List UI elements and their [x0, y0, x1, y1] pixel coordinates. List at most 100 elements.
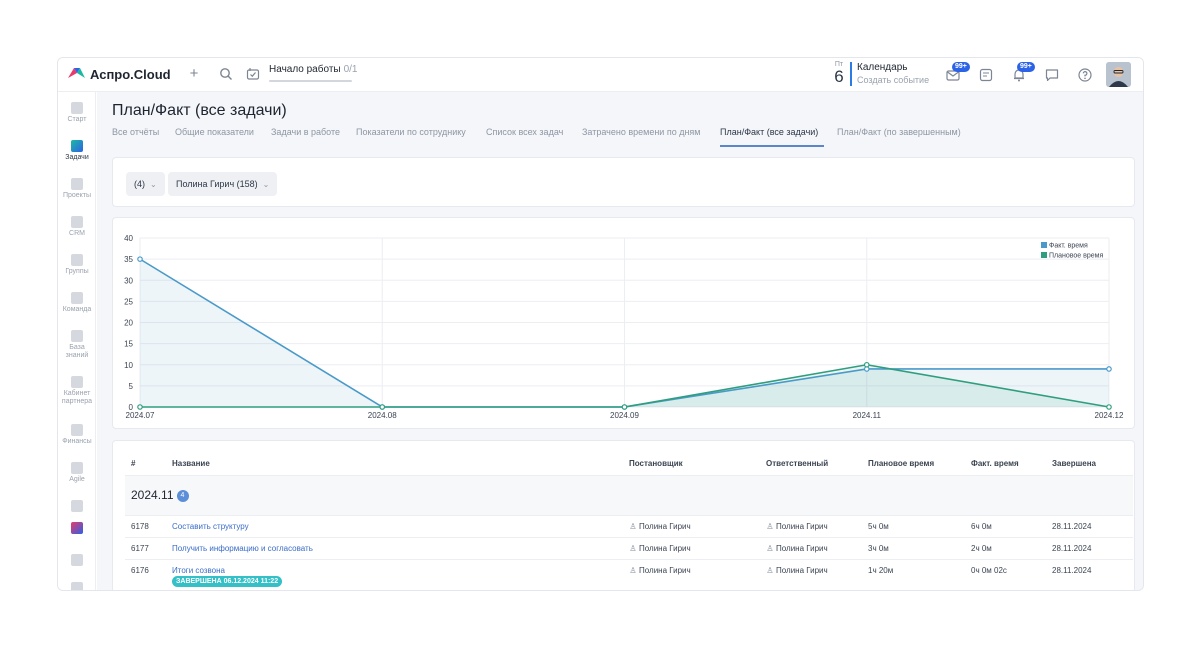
module-icon	[71, 500, 83, 512]
tab-all-tasks[interactable]: Список всех задач	[486, 127, 564, 137]
user-icon: ♙	[766, 522, 774, 531]
calendar-title[interactable]: Календарь	[857, 62, 908, 73]
user-icon: ♙	[629, 544, 637, 553]
tasks-icon	[71, 140, 83, 152]
data-point	[1106, 404, 1112, 410]
column-header-id: #	[131, 459, 136, 468]
group-row: 2024.11 4	[125, 475, 1133, 515]
column-header-responsible[interactable]: Ответственный	[766, 459, 829, 468]
task-name-link[interactable]: Итоги созвона	[172, 566, 225, 575]
column-header-author[interactable]: Постановщик	[629, 459, 683, 468]
task-author[interactable]: ♙ Полина Гирич	[629, 566, 691, 575]
chat-icon[interactable]	[1044, 67, 1060, 83]
task-author-name: Полина Гирич	[639, 522, 691, 531]
sidebar: Старт Задачи Проекты CRM Группы Команда …	[58, 92, 96, 590]
task-completed-date: 28.11.2024	[1052, 522, 1092, 531]
period-filter-label: (4)	[134, 179, 145, 189]
group-title: 2024.11 4	[131, 488, 189, 502]
tab-general[interactable]: Общие показатели	[175, 127, 254, 137]
sidebar-item-projects[interactable]: Проекты	[58, 178, 96, 200]
app-logo-icon[interactable]	[66, 66, 86, 80]
groups-icon	[71, 254, 83, 266]
task-fact-time: 0ч 0м 02с	[971, 566, 1007, 575]
search-icon[interactable]	[218, 66, 234, 82]
data-point	[137, 256, 143, 262]
user-icon: ♙	[766, 544, 774, 553]
add-icon[interactable]: +	[189, 65, 199, 82]
legend-swatch	[1041, 252, 1047, 258]
data-point	[137, 404, 143, 410]
legend-label: Факт. время	[1049, 243, 1088, 250]
user-avatar[interactable]	[1106, 62, 1131, 87]
tab-in-progress[interactable]: Задачи в работе	[271, 127, 340, 137]
x-tick-label: 2024.09	[610, 411, 639, 420]
task-plan-time: 1ч 20м	[868, 566, 894, 575]
user-icon: ♙	[629, 566, 637, 575]
sidebar-item-label: Кабинет партнера	[61, 390, 93, 405]
tab-time-by-day[interactable]: Затрачено времени по дням	[582, 127, 701, 137]
agile-icon	[71, 462, 83, 474]
sidebar-item-start[interactable]: Старт	[58, 102, 96, 124]
create-event-link[interactable]: Создать событие	[857, 75, 930, 85]
sidebar-item-partner-cabinet[interactable]: Кабинет партнера	[58, 376, 96, 406]
task-name-link[interactable]: Составить структуру	[172, 522, 249, 531]
tab-by-employee[interactable]: Показатели по сотруднику	[356, 127, 466, 137]
user-icon: ♙	[629, 522, 637, 531]
start-work-link[interactable]: Начало работы 0/1	[269, 64, 358, 75]
finance-icon	[71, 424, 83, 436]
sidebar-item-extra-3[interactable]	[58, 582, 96, 590]
x-tick-label: 2024.11	[853, 411, 882, 420]
sidebar-item-groups[interactable]: Группы	[58, 254, 96, 276]
onboarding-icon[interactable]	[245, 66, 261, 82]
sidebar-item-label: Группы	[65, 268, 89, 275]
sidebar-item-label: Agile	[69, 476, 85, 483]
app-window: Аспро.Cloud + Начало работы 0/1 Пт 6 Кале…	[57, 57, 1144, 591]
task-name-link[interactable]: Получить информацию и согласовать	[172, 544, 313, 553]
sidebar-item-settings[interactable]	[58, 554, 96, 568]
table-row: 6177 Получить информацию и согласовать ♙…	[125, 537, 1133, 559]
task-author[interactable]: ♙ Полина Гирич	[629, 522, 691, 531]
period-filter[interactable]: (4) ⌄	[126, 172, 165, 196]
employee-filter[interactable]: Полина Гирич (158) ⌄	[168, 172, 278, 196]
table-row: 6178 Составить структуру ♙ Полина Гирич ♙…	[125, 515, 1133, 537]
tab-plan-fact-completed[interactable]: План/Факт (по завершенным)	[837, 127, 961, 137]
sidebar-item-extra-2[interactable]	[58, 522, 96, 536]
task-author[interactable]: ♙ Полина Гирич	[629, 544, 691, 553]
sidebar-item-tasks[interactable]: Задачи	[58, 140, 96, 162]
column-header-completed[interactable]: Завершена	[1052, 459, 1097, 468]
sidebar-item-team[interactable]: Команда	[58, 292, 96, 314]
task-responsible[interactable]: ♙ Полина Гирич	[766, 522, 827, 531]
task-responsible-name: Полина Гирич	[776, 544, 828, 553]
y-tick-label: 30	[124, 276, 133, 285]
tasks-feed-icon[interactable]	[978, 67, 994, 83]
task-fact-time: 6ч 0м	[971, 522, 992, 531]
task-author-name: Полина Гирич	[639, 544, 691, 553]
gear-icon	[71, 554, 83, 566]
sidebar-item-label: Задачи	[65, 154, 89, 161]
sidebar-item-knowledge-base[interactable]: База знаний	[58, 330, 96, 360]
sidebar-item-finance[interactable]: Финансы	[58, 424, 96, 446]
calendar-divider	[850, 62, 852, 86]
sidebar-item-agile[interactable]: Agile	[58, 462, 96, 484]
notifications-badge: 99+	[1017, 62, 1035, 72]
task-author-name: Полина Гирич	[639, 566, 691, 575]
task-plan-time: 3ч 0м	[868, 544, 889, 553]
data-point	[1106, 366, 1112, 372]
help-icon[interactable]	[1077, 67, 1093, 83]
tab-all-reports[interactable]: Все отчёты	[112, 127, 160, 137]
task-completed-date: 28.11.2024	[1052, 566, 1092, 575]
calendar-date[interactable]: Пт 6	[832, 61, 846, 85]
group-title-text: 2024.11	[131, 488, 174, 502]
calendar-weekday: Пт	[834, 61, 844, 68]
app-name[interactable]: Аспро.Cloud	[90, 67, 171, 82]
y-tick-label: 35	[124, 255, 133, 264]
sidebar-item-extra-1[interactable]	[58, 500, 96, 514]
partner-cabinet-icon	[71, 376, 83, 388]
task-responsible[interactable]: ♙ Полина Гирич	[766, 544, 828, 553]
column-header-name[interactable]: Название	[172, 459, 210, 468]
column-header-plan-time[interactable]: Плановое время	[868, 459, 935, 468]
column-header-fact-time[interactable]: Факт. время	[971, 459, 1019, 468]
task-responsible[interactable]: ♙ Полина Гирич	[766, 566, 827, 575]
tab-plan-fact-all[interactable]: План/Факт (все задачи)	[720, 127, 819, 137]
sidebar-item-crm[interactable]: CRM	[58, 216, 96, 238]
